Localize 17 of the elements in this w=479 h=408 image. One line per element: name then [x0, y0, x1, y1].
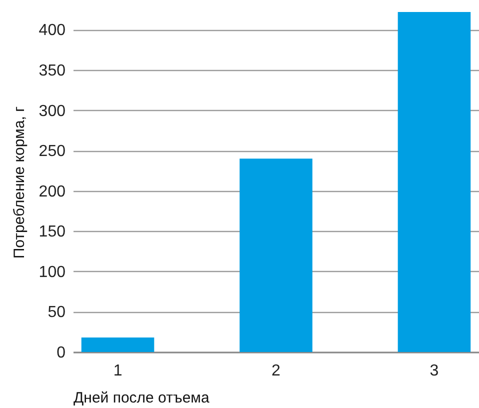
bar — [81, 338, 154, 352]
y-tick-label: 200 — [38, 183, 66, 200]
x-tick-label: 3 — [430, 362, 439, 380]
y-tick-label: 250 — [38, 143, 66, 160]
y-tick-label: 350 — [38, 62, 66, 80]
bar — [398, 12, 471, 352]
y-tick-label: 0 — [56, 344, 66, 362]
y-tick-label: 400 — [38, 22, 66, 40]
x-tick-label: 1 — [113, 362, 122, 380]
y-axis-title: Потребление корма, г — [10, 106, 28, 259]
y-tick-label: 300 — [38, 102, 66, 120]
x-axis-title: Дней после отъема — [74, 390, 210, 406]
y-tick-label: 50 — [48, 304, 66, 322]
y-tick-label: 150 — [38, 224, 66, 241]
y-tick-label: 100 — [38, 264, 66, 281]
x-tick-label: 2 — [272, 362, 281, 380]
bar — [240, 158, 312, 352]
